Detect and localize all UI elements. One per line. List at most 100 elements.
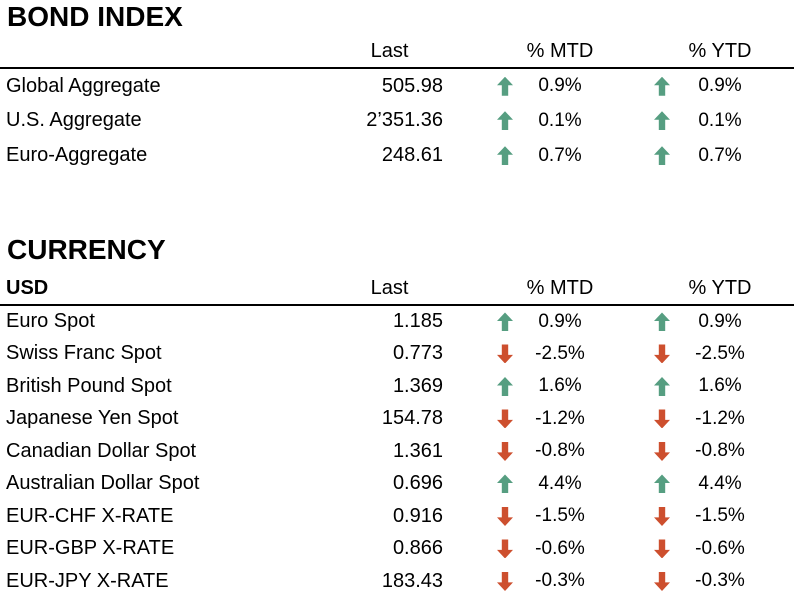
usd-corner-label: USD xyxy=(0,265,336,306)
down-arrow-icon xyxy=(497,441,513,461)
last-value: 154.78 xyxy=(381,407,443,430)
ytd-value: -0.3% xyxy=(695,570,745,592)
up-arrow-icon xyxy=(497,376,513,396)
mtd-value: 0.7% xyxy=(538,144,582,166)
mtd-value: -2.5% xyxy=(535,342,585,364)
header-spacer xyxy=(443,32,487,69)
column-header-mtd: % MTD xyxy=(523,32,597,69)
row-name: EUR-CHF X-RATE xyxy=(6,504,174,527)
bond-table-body: Global Aggregate 505.98 0.9% 0.9% U.S. A… xyxy=(0,68,794,173)
row-name: EUR-JPY X-RATE xyxy=(6,569,169,592)
header-spacer xyxy=(487,32,523,69)
row-name: Canadian Dollar Spot xyxy=(6,439,197,462)
row-name: Swiss Franc Spot xyxy=(6,342,162,365)
header-row: USD Last % MTD % YTD xyxy=(0,265,794,306)
down-arrow-icon xyxy=(654,441,670,461)
down-arrow-icon xyxy=(497,409,513,429)
last-value: 0.916 xyxy=(392,504,443,527)
down-arrow-icon xyxy=(654,409,670,429)
last-value: 0.866 xyxy=(392,537,443,560)
table-row: U.S. Aggregate 2’351.36 0.1% 0.1% xyxy=(0,103,794,138)
column-header-mtd: % MTD xyxy=(523,265,597,306)
up-arrow-icon xyxy=(497,474,513,494)
down-arrow-icon xyxy=(654,344,670,364)
ytd-value: -1.5% xyxy=(695,505,745,527)
row-name: Euro-Aggregate xyxy=(6,144,148,166)
header-spacer xyxy=(597,32,645,69)
header-spacer xyxy=(761,265,794,306)
mtd-value: 0.9% xyxy=(538,75,582,96)
up-arrow-icon xyxy=(654,76,670,96)
header-spacer xyxy=(443,265,487,306)
mtd-value: -1.5% xyxy=(535,505,585,527)
row-name: U.S. Aggregate xyxy=(6,109,142,131)
column-header-ytd: % YTD xyxy=(679,265,761,306)
ytd-value: 0.9% xyxy=(698,75,742,96)
up-arrow-icon xyxy=(497,76,513,96)
last-value: 505.98 xyxy=(381,74,443,97)
bond-index-section: BOND INDEX Last % MTD % YTD xyxy=(0,0,794,173)
row-name: Euro Spot xyxy=(6,310,95,333)
table-row: EUR-JPY X-RATE 183.43 -0.3% -0.3% xyxy=(0,565,794,598)
table-row: EUR-GBP X-RATE 0.866 -0.6% -0.6% xyxy=(0,533,794,566)
table-row: Japanese Yen Spot 154.78 -1.2% -1.2% xyxy=(0,403,794,436)
currency-table: USD Last % MTD % YTD Euro Spot 1.185 xyxy=(0,265,794,598)
header-spacer xyxy=(597,265,645,306)
mtd-value: -0.6% xyxy=(535,537,585,559)
up-arrow-icon xyxy=(654,111,670,131)
mtd-value: -0.8% xyxy=(535,440,585,462)
mtd-value: -0.3% xyxy=(535,570,585,592)
down-arrow-icon xyxy=(497,539,513,559)
table-row: Global Aggregate 505.98 0.9% 0.9% xyxy=(0,68,794,103)
table-row: Australian Dollar Spot 0.696 4.4% 4.4% xyxy=(0,468,794,501)
column-header-last: Last xyxy=(336,265,443,306)
up-arrow-icon xyxy=(654,312,670,332)
down-arrow-icon xyxy=(654,506,670,526)
down-arrow-icon xyxy=(497,571,513,591)
ytd-value: -0.8% xyxy=(695,440,745,462)
ytd-value: 4.4% xyxy=(698,472,742,494)
last-value: 248.61 xyxy=(381,144,443,166)
up-arrow-icon xyxy=(497,146,513,166)
header-spacer xyxy=(645,265,679,306)
last-value: 0.696 xyxy=(392,472,443,495)
up-arrow-icon xyxy=(654,376,670,396)
row-name: EUR-GBP X-RATE xyxy=(6,537,175,560)
currency-table-body: Euro Spot 1.185 0.9% 0.9% Swiss Franc Sp… xyxy=(0,305,794,598)
mtd-value: 0.9% xyxy=(538,310,582,332)
table-row: Swiss Franc Spot 0.773 -2.5% -2.5% xyxy=(0,338,794,371)
ytd-value: 0.7% xyxy=(698,144,742,166)
ytd-value: -0.6% xyxy=(695,537,745,559)
row-name: Global Aggregate xyxy=(6,74,161,97)
table-row: EUR-CHF X-RATE 0.916 -1.5% -1.5% xyxy=(0,500,794,533)
up-arrow-icon xyxy=(497,312,513,332)
last-value: 1.185 xyxy=(392,310,443,333)
currency-section: CURRENCY USD Last % MTD % YTD xyxy=(0,233,794,598)
bond-index-table: Last % MTD % YTD Global Aggregate 505.98 xyxy=(0,32,794,173)
ytd-value: -1.2% xyxy=(695,407,745,429)
last-value: 1.361 xyxy=(392,439,443,462)
ytd-value: -2.5% xyxy=(695,342,745,364)
mtd-value: 1.6% xyxy=(538,375,582,397)
table-row: Euro Spot 1.185 0.9% 0.9% xyxy=(0,305,794,338)
column-header-last: Last xyxy=(336,32,443,69)
down-arrow-icon xyxy=(654,539,670,559)
header-spacer xyxy=(645,32,679,69)
last-value: 0.773 xyxy=(392,342,443,365)
up-arrow-icon xyxy=(654,474,670,494)
currency-title: CURRENCY xyxy=(7,234,166,265)
up-arrow-icon xyxy=(654,146,670,166)
table-row: Canadian Dollar Spot 1.361 -0.8% -0.8% xyxy=(0,435,794,468)
row-name: Australian Dollar Spot xyxy=(6,472,200,495)
mtd-value: -1.2% xyxy=(535,407,585,429)
row-name: British Pound Spot xyxy=(6,374,172,397)
mtd-value: 4.4% xyxy=(538,472,582,494)
ytd-value: 0.9% xyxy=(698,310,742,332)
table-row: British Pound Spot 1.369 1.6% 1.6% xyxy=(0,370,794,403)
last-value: 2’351.36 xyxy=(366,109,443,131)
table-row: Euro-Aggregate 248.61 0.7% 0.7% xyxy=(0,138,794,173)
down-arrow-icon xyxy=(497,344,513,364)
header-spacer xyxy=(487,265,523,306)
last-value: 1.369 xyxy=(392,374,443,397)
